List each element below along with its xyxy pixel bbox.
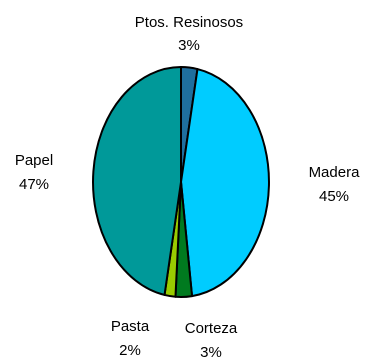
slice-label-pasta: Pasta [111, 318, 150, 335]
slice-percent-papel: 47% [19, 176, 49, 193]
slice-percent-ptos-resinosos: 3% [178, 37, 200, 54]
pie-slices [92, 66, 270, 298]
pie-slice-papel [92, 66, 182, 296]
slice-label-papel: Papel [15, 152, 53, 169]
slice-percent-corteza: 3% [200, 344, 222, 361]
slice-label-madera: Madera [309, 164, 361, 181]
pie-slice-madera [180, 68, 270, 298]
slice-label-corteza: Corteza [185, 320, 238, 337]
slice-percent-pasta: 2% [119, 342, 141, 359]
slice-percent-madera: 45% [319, 188, 349, 205]
slice-label-ptos-resinosos: Ptos. Resinosos [135, 14, 243, 31]
